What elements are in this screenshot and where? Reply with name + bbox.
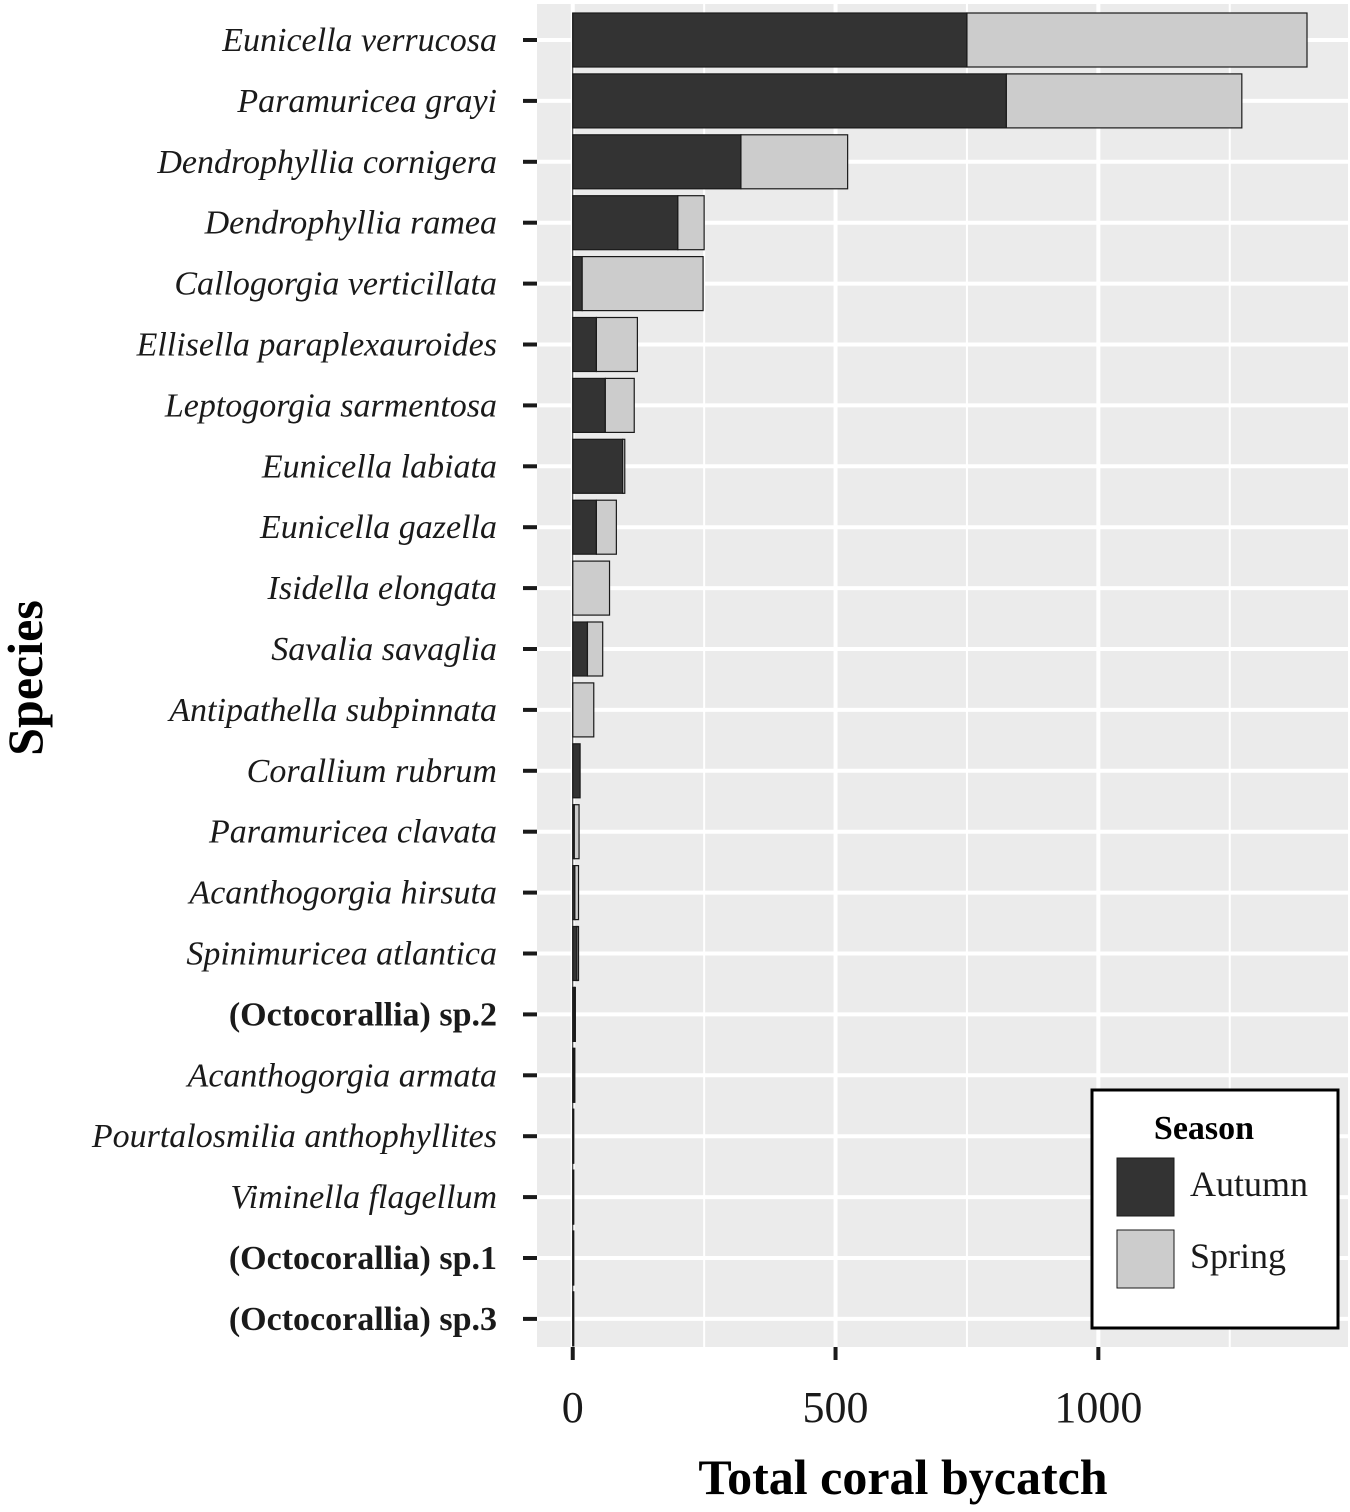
bar-spring [572,1230,575,1286]
bar-spring [622,438,626,494]
species-label: Viminella flagellum [230,1179,497,1216]
species-label: Spinimuricea atlantica [186,936,497,973]
bar-spring [1005,73,1243,129]
bar-spring [740,134,849,190]
x-tick-label: 0 [562,1383,584,1432]
species-label: Dendrophyllia ramea [204,205,497,242]
species-label: Savalia savaglia [271,631,497,668]
bar-spring [573,986,576,1043]
x-axis: 0 500 1000 [562,1347,1142,1432]
bar-spring [572,682,595,738]
bar-autumn [572,377,606,433]
legend: Season Autumn Spring [1090,1088,1340,1330]
legend-label-autumn: Autumn [1190,1164,1308,1204]
bar-autumn [572,438,624,494]
bar-spring [572,560,611,616]
bar-autumn [572,73,1007,129]
y-axis-title: Species [0,600,53,756]
species-label: Acanthogorgia hirsuta [187,875,497,912]
bar-spring [574,864,580,921]
bar-spring [595,316,638,373]
x-tick-label: 1000 [1054,1383,1142,1432]
bar-autumn [572,743,581,799]
species-label: (Octocorallia) sp.2 [229,996,497,1033]
y-axis-labels: Eunicella verrucosa Paramuricea grayi Dend… [91,22,537,1338]
bar-autumn [572,134,742,190]
bar-spring [586,621,604,677]
bar-autumn [572,499,597,555]
legend-label-spring: Spring [1190,1236,1286,1276]
bar-spring [572,1108,575,1164]
species-label: Ellisella paraplexauroides [136,327,497,364]
bar-spring [595,499,617,555]
bar-spring [573,1047,576,1103]
bar-autumn [572,256,583,312]
species-label: Callogorgia verticillata [174,266,497,303]
legend-title: Season [1154,1110,1254,1147]
bar-spring [576,925,580,982]
species-label: Paramuricea grayi [236,83,497,120]
bar-spring [573,804,580,860]
species-label: Antipathella subpinnata [167,692,497,729]
species-label: Paramuricea clavata [208,814,497,851]
bar-spring [604,377,635,433]
bars [572,12,1308,1347]
species-label: Eunicella gazella [259,509,497,546]
bar-autumn [572,195,679,251]
bar-spring [966,12,1308,68]
bar-spring [677,195,705,251]
species-label: Acanthogorgia armata [186,1057,497,1094]
bar-spring [572,1169,575,1225]
species-label: (Octocorallia) sp.3 [229,1301,497,1338]
species-label: (Octocorallia) sp.1 [229,1240,497,1277]
bar-autumn [572,316,597,373]
x-axis-title: Total coral bycatch [698,1449,1107,1505]
legend-key-autumn [1116,1157,1175,1217]
bar-autumn [572,925,578,982]
species-label: Corallium rubrum [247,753,497,790]
species-label: Eunicella verrucosa [221,22,497,59]
bar-spring [581,256,704,312]
species-label: Eunicella labiata [261,448,497,485]
species-label: Dendrophyllia cornigera [156,144,497,181]
bar-autumn [572,621,589,677]
species-label: Leptogorgia sarmentosa [164,387,497,424]
legend-key-spring [1116,1229,1175,1289]
species-label: Isidella elongata [267,570,497,607]
bar-autumn [572,12,968,68]
bar-spring [572,1291,575,1347]
species-label: Pourtalosmilia anthophyllites [91,1118,497,1155]
x-tick-label: 500 [803,1383,869,1432]
